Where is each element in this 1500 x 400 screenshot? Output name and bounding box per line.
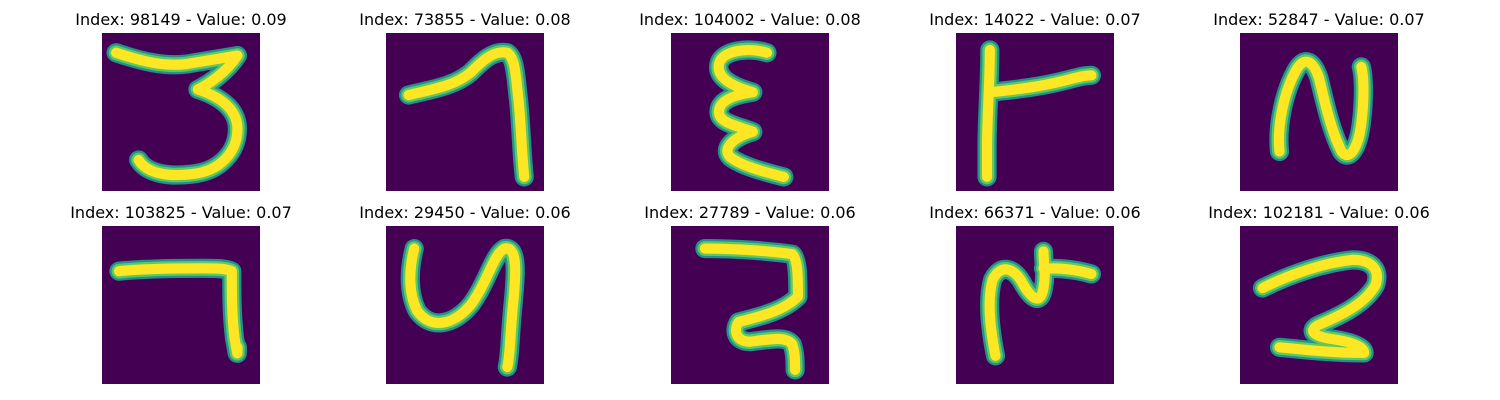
glyph-stroke [981, 44, 1097, 182]
glyph-image [1240, 226, 1398, 384]
glyph-stroke [984, 246, 1097, 361]
sample-image [671, 33, 829, 191]
sample-title: Index: 104002 - Value: 0.08 [639, 10, 861, 29]
sample-cell: Index: 73855 - Value: 0.08 [325, 10, 605, 200]
sample-image [1240, 33, 1398, 191]
glyph-image [102, 33, 260, 191]
glyph-image [386, 33, 544, 191]
glyph-image [1240, 33, 1398, 191]
sample-image [956, 226, 1114, 384]
sample-cell: Index: 29450 - Value: 0.06 [325, 203, 605, 393]
sample-title: Index: 14022 - Value: 0.07 [929, 10, 1141, 29]
sample-image [386, 33, 544, 191]
glyph-image [956, 33, 1114, 191]
sample-image [102, 33, 260, 191]
sample-cell: Index: 103825 - Value: 0.07 [41, 203, 321, 393]
glyph-stroke [403, 47, 530, 182]
sample-title: Index: 66371 - Value: 0.06 [929, 203, 1141, 222]
sample-cell: Index: 14022 - Value: 0.07 [895, 10, 1175, 200]
glyph-stroke [111, 47, 243, 181]
sample-cell: Index: 98149 - Value: 0.09 [41, 10, 321, 200]
glyph-image [956, 226, 1114, 384]
sample-image [386, 226, 544, 384]
sample-cell: Index: 52847 - Value: 0.07 [1179, 10, 1459, 200]
glyph-stroke [113, 263, 243, 359]
glyph-image [671, 33, 829, 191]
sample-title: Index: 52847 - Value: 0.07 [1213, 10, 1425, 29]
sample-title: Index: 103825 - Value: 0.07 [70, 203, 292, 222]
glyph-stroke [405, 243, 521, 373]
glyph-stroke [1257, 254, 1382, 359]
sample-image [956, 33, 1114, 191]
sample-title: Index: 98149 - Value: 0.09 [75, 10, 287, 29]
glyph-stroke [699, 243, 804, 375]
glyph-stroke [713, 45, 789, 182]
sample-title: Index: 102181 - Value: 0.06 [1208, 203, 1430, 222]
sample-image [671, 226, 829, 384]
sample-cell: Index: 104002 - Value: 0.08 [610, 10, 890, 200]
sample-image [1240, 226, 1398, 384]
glyph-image [386, 226, 544, 384]
sample-cell: Index: 66371 - Value: 0.06 [895, 203, 1175, 393]
sample-cell: Index: 102181 - Value: 0.06 [1179, 203, 1459, 393]
sample-title: Index: 27789 - Value: 0.06 [644, 203, 856, 222]
sample-title: Index: 29450 - Value: 0.06 [359, 203, 571, 222]
sample-title: Index: 73855 - Value: 0.08 [359, 10, 571, 29]
glyph-image [102, 226, 260, 384]
glyph-image [671, 226, 829, 384]
glyph-stroke [1273, 56, 1369, 161]
sample-image [102, 226, 260, 384]
sample-cell: Index: 27789 - Value: 0.06 [610, 203, 890, 393]
